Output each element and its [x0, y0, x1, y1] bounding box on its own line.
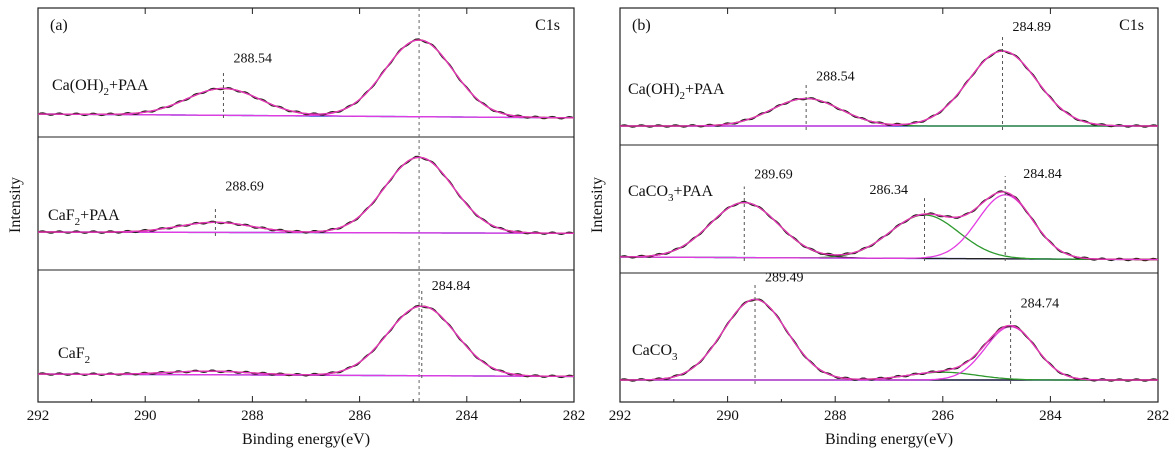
- x-tick-label: 290: [716, 408, 739, 424]
- x-tick-label: 288: [241, 408, 264, 424]
- raw-data-line: [37, 155, 575, 236]
- fit-sum-line: [38, 305, 574, 377]
- x-tick-label: 288: [824, 408, 847, 424]
- component-peak: [620, 214, 1159, 261]
- plot-frame: [619, 7, 1159, 403]
- fit-sum-line: [620, 191, 1159, 261]
- x-axis-title: Binding energy(eV): [242, 431, 370, 448]
- peak-label: 284.84: [1023, 167, 1062, 182]
- panel-b: 292 290 288 286 284 282 Binding energy(eV) Inte…: [589, 7, 1170, 448]
- sample-label: CaCO3+PAA: [628, 183, 714, 204]
- spectrum-caco3: 289.49 284.74 CaCO3: [619, 270, 1159, 384]
- panel-label: (a): [50, 17, 68, 34]
- envelope-line: [620, 298, 1158, 381]
- sample-label: Ca(OH)2+PAA: [52, 77, 149, 98]
- x-tick-label: 292: [27, 408, 50, 424]
- x-tick-label: 284: [1039, 408, 1062, 424]
- y-axis-title: Intensity: [7, 177, 24, 233]
- raw-data-line: [619, 49, 1159, 128]
- raw-data-line: [37, 304, 575, 379]
- x-tick-label: 292: [609, 408, 632, 424]
- x-tick-label: 286: [348, 408, 371, 424]
- spectrum-caf2: 284.84 CaF2: [37, 279, 575, 379]
- x-axis-title: Binding energy(eV): [825, 431, 953, 448]
- x-tick-label: 282: [563, 408, 586, 424]
- spectrum-caco3-paa: 289.69 286.34 284.84 CaCO3+PAA: [619, 167, 1159, 262]
- panel-label: (b): [632, 17, 651, 34]
- y-axis-title: Intensity: [589, 177, 606, 233]
- fit-sum-line: [620, 50, 1158, 127]
- spectrum-ca-oh-2-paa: 288.54 Ca(OH)2+PAA: [37, 38, 575, 120]
- sample-label: CaF2+PAA: [48, 207, 120, 228]
- envelope-line: [620, 191, 1159, 261]
- component-peak: [620, 97, 1158, 127]
- component-peak: [620, 326, 1158, 381]
- plot-frame: [37, 7, 575, 403]
- peak-label: 286.34: [870, 183, 909, 198]
- peak-label: 284.74: [1021, 297, 1060, 312]
- x-tick-label: 286: [932, 408, 955, 424]
- peak-label: 284.84: [432, 279, 471, 294]
- panel-a: 292 290 288 286 284 282 Binding energy(eV) Inte…: [7, 7, 586, 448]
- envelope-line: [38, 305, 574, 378]
- x-tick-label: 284: [456, 408, 479, 424]
- component-peak: [620, 201, 1159, 261]
- corner-label: C1s: [1119, 17, 1144, 34]
- fit-sum-line: [38, 39, 574, 119]
- corner-label: C1s: [535, 17, 560, 34]
- fit-sum-line: [620, 298, 1158, 381]
- peak-label: 284.89: [1013, 20, 1052, 35]
- raw-data-line: [37, 38, 575, 120]
- peak-label: 288.69: [225, 179, 264, 194]
- peak-label: 288.54: [816, 69, 855, 84]
- raw-data-line: [619, 298, 1159, 382]
- sample-label: CaCO3: [632, 342, 678, 363]
- peak-label: 289.69: [754, 168, 793, 183]
- x-tick-label: 290: [134, 408, 157, 424]
- x-tick-label: 282: [1147, 408, 1170, 424]
- sample-label: Ca(OH)2+PAA: [628, 81, 725, 102]
- raw-data-line: [619, 190, 1159, 262]
- spectrum-ca-oh-2-paa: 288.54 284.89 Ca(OH)2+PAA: [619, 20, 1159, 130]
- component-peak: [38, 305, 574, 378]
- peak-label: 289.49: [765, 270, 804, 285]
- component-peak: [620, 194, 1159, 261]
- fit-sum-line: [38, 156, 574, 234]
- component-peak: [620, 298, 1158, 381]
- peak-label: 288.54: [233, 51, 272, 66]
- sample-label: CaF2: [58, 345, 90, 366]
- spectrum-caf2-paa: 288.69 CaF2+PAA: [37, 155, 575, 236]
